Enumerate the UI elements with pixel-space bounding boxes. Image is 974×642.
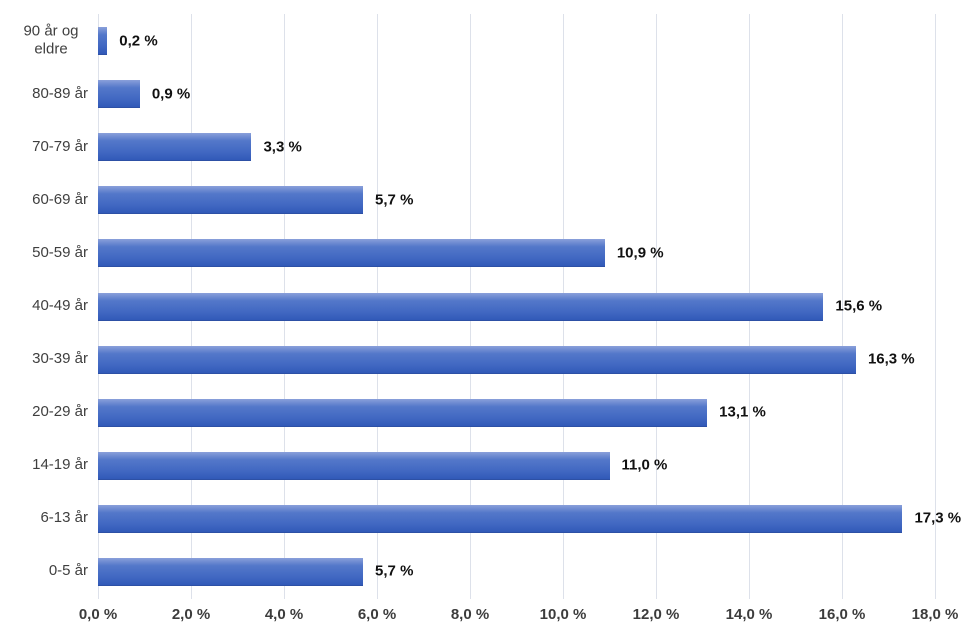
category-label: 20-29 år xyxy=(32,403,88,421)
category-label: 50-59 år xyxy=(32,243,88,261)
bar xyxy=(98,451,610,480)
x-tick-label: 6,0 % xyxy=(357,606,397,623)
value-label: 13,1 % xyxy=(719,403,766,421)
bar xyxy=(98,292,824,321)
value-label: 0,9 % xyxy=(151,85,191,103)
category-label: 80-89 år xyxy=(32,84,88,102)
bar xyxy=(98,80,140,109)
x-tick-label: 14,0 % xyxy=(725,606,773,623)
value-label: 15,6 % xyxy=(835,297,883,315)
value-label: 11,0 % xyxy=(621,456,668,474)
category-label: 0-5 år xyxy=(48,562,88,580)
value-label: 3,3 % xyxy=(263,138,302,156)
x-tick-label: 4,0 % xyxy=(264,606,304,623)
bar xyxy=(98,398,708,427)
value-label: 16,3 % xyxy=(867,350,915,368)
x-tick-label: 8,0 % xyxy=(450,606,490,623)
value-label: 17,3 % xyxy=(914,509,962,527)
category-label: 70-79 år xyxy=(32,137,88,155)
value-label: 10,9 % xyxy=(616,244,664,262)
value-label: 5,7 % xyxy=(375,562,414,580)
category-label: 6-13 år xyxy=(40,509,88,527)
value-label: 0,2 % xyxy=(119,32,158,50)
category-label: 14-19 år xyxy=(32,456,88,474)
bar xyxy=(98,345,856,374)
x-tick-label: 2,0 % xyxy=(171,606,211,623)
bar xyxy=(98,239,605,268)
category-label: 60-69 år xyxy=(32,190,88,208)
bar xyxy=(98,557,364,586)
value-label: 5,7 % xyxy=(375,191,414,209)
category-label: 40-49 år xyxy=(32,296,88,314)
bar xyxy=(98,133,252,162)
bar xyxy=(98,186,364,215)
bar xyxy=(98,504,903,533)
gridline xyxy=(842,14,843,599)
x-tick-label: 10,0 % xyxy=(539,606,587,623)
category-label: 30-39 år xyxy=(32,349,88,367)
x-tick-label: 18,0 % xyxy=(911,606,959,623)
bar xyxy=(98,27,108,56)
x-tick-label: 16,0 % xyxy=(818,606,866,623)
x-tick-label: 12,0 % xyxy=(632,606,680,623)
category-label: 90 år og eldre xyxy=(23,22,79,58)
gridline xyxy=(935,14,936,599)
x-tick-label: 0,0 % xyxy=(78,606,118,623)
